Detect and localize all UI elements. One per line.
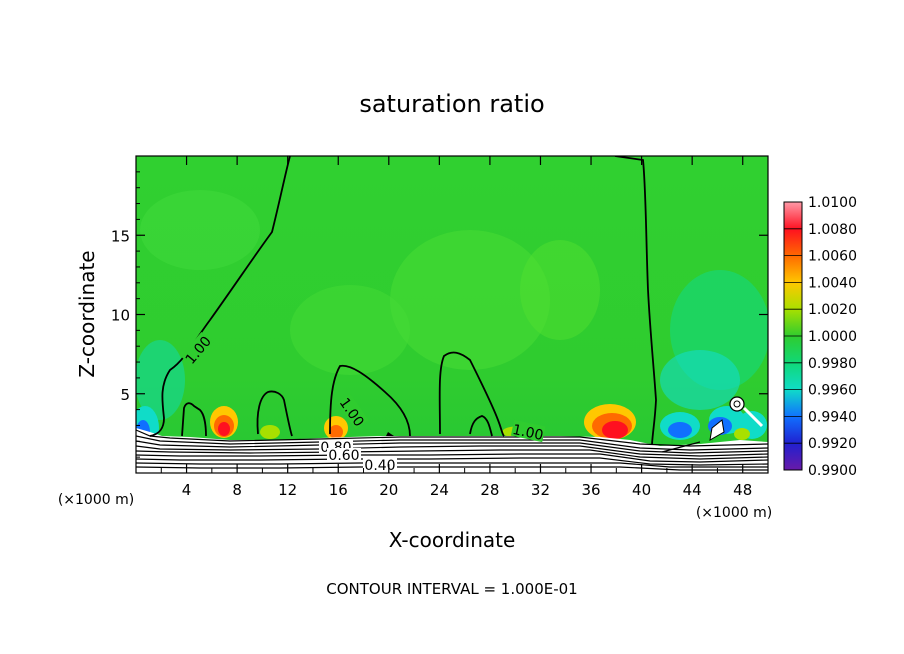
field-patch	[390, 230, 550, 370]
contour-artifact	[661, 441, 701, 453]
colorbar-segment	[784, 228, 802, 257]
y-axis-title: Z-coordinate	[75, 250, 99, 377]
x-tick-label: 40	[632, 481, 651, 499]
contour-label: 0.60	[327, 448, 361, 464]
contour-label-text: 0.40	[364, 458, 395, 474]
colorbar-label: 1.0000	[808, 329, 857, 345]
warm-anomaly	[602, 421, 628, 439]
colorbar-label: 0.9900	[808, 463, 857, 479]
x-tick-label: 24	[430, 481, 449, 499]
contour-artifact	[386, 432, 394, 436]
field-patch	[140, 190, 260, 270]
contour-label: 1.00	[511, 419, 546, 444]
x-unit-right: (×1000 m)	[696, 505, 772, 521]
boundary-layer-contours	[136, 429, 768, 471]
colorbar-label: 1.0060	[808, 249, 857, 265]
warm-anomaly	[260, 425, 280, 439]
colorbar-segment	[784, 336, 802, 364]
colorbar-label: 0.9960	[808, 383, 857, 399]
contour-label-text: 0.60	[328, 448, 359, 464]
y-tick-label: 5	[120, 386, 130, 404]
warm-anomaly	[218, 422, 230, 436]
x-tick-label: 32	[531, 481, 550, 499]
y-axis: 5 10 15	[111, 171, 768, 458]
colorbar: 1.0100 1.0080 1.0060 1.0040 1.0020 1.0000 0.99…	[783, 195, 857, 479]
cold-anomaly	[668, 422, 692, 438]
x-unit-left: (×1000 m)	[58, 492, 134, 508]
contour-artifact	[709, 419, 725, 441]
colorbar-segment	[784, 416, 802, 444]
x-tick-label: 20	[379, 481, 398, 499]
contour-label: 0.40	[363, 458, 397, 474]
field-patch	[520, 240, 600, 340]
contour-interval-note: CONTOUR INTERVAL = 1.000E-01	[326, 580, 577, 598]
x-axis: 4 8 12 16 20 24 28 32 36 40 44 48	[160, 156, 752, 499]
contour-artifact	[742, 406, 764, 428]
plot-area	[136, 156, 768, 473]
colorbar-label: 0.9940	[808, 409, 857, 425]
colorbar-label: 1.0080	[808, 222, 857, 238]
colorbar-segment	[784, 389, 802, 417]
contour-label-text: 1.00	[511, 422, 545, 444]
colorbar-segment	[784, 362, 802, 391]
contour-labels: 1.00 1.00 1.00 0.80 0.60 0.40	[180, 331, 546, 474]
contour-artifact	[729, 396, 745, 412]
x-tick-label: 48	[733, 481, 752, 499]
field-patch	[660, 350, 740, 410]
colorbar-label: 1.0100	[808, 195, 857, 211]
colorbar-segment	[784, 255, 802, 283]
x-tick-label: 28	[480, 481, 499, 499]
colorbar-segment	[784, 202, 802, 230]
x-tick-label: 8	[232, 481, 242, 499]
colorbar-label: 0.9980	[808, 356, 857, 372]
x-tick-label: 4	[182, 481, 192, 499]
contour-artifact	[733, 400, 741, 408]
x-tick-label: 44	[683, 481, 702, 499]
colorbar-segment	[784, 282, 802, 310]
y-tick-label: 10	[111, 307, 130, 325]
warm-anomaly	[734, 428, 750, 440]
colorbar-label: 1.0040	[808, 275, 857, 291]
warm-anomaly	[329, 425, 343, 439]
chart-title: saturation ratio	[359, 90, 544, 118]
colorbar-label: 1.0020	[808, 302, 857, 318]
field-patch	[290, 285, 410, 375]
colorbar-label: 0.9920	[808, 436, 857, 452]
y-tick-label: 15	[111, 227, 130, 245]
colorbar-segment	[784, 443, 802, 471]
colorbar-segment	[784, 309, 802, 337]
x-tick-label: 12	[278, 481, 297, 499]
x-tick-label: 16	[329, 481, 348, 499]
field-patch	[136, 340, 185, 420]
x-tick-label: 36	[581, 481, 600, 499]
x-axis-title: X-coordinate	[389, 528, 516, 552]
